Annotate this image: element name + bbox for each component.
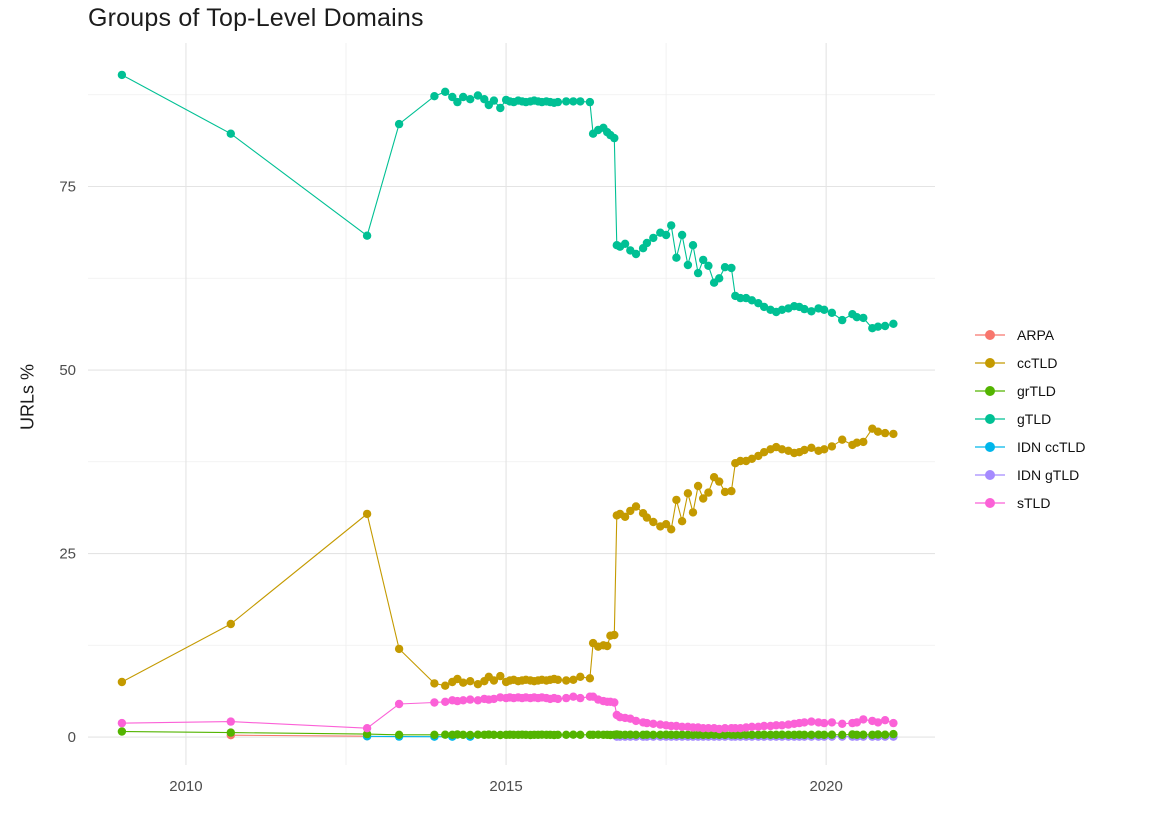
legend-label-idn-cctld: IDN ccTLD — [1017, 439, 1086, 455]
series-gtld — [117, 70, 898, 333]
series-gtld-points — [117, 70, 898, 333]
x-axis-tick-labels: 2010 2015 2020 — [169, 778, 843, 795]
series-cctld — [117, 424, 898, 690]
gridlines-minor — [88, 43, 935, 765]
series-stld-points — [117, 692, 898, 734]
legend-key-stld — [975, 498, 1005, 508]
y-tick-label: 25 — [59, 546, 76, 563]
y-axis-tick-labels: 0 25 50 75 — [59, 179, 76, 747]
series-gtld-line — [121, 74, 894, 329]
series-stld — [117, 692, 898, 734]
series-cctld-points — [117, 424, 898, 690]
y-tick-label: 75 — [59, 179, 76, 196]
legend-key-gtld — [975, 414, 1005, 424]
x-tick-label: 2010 — [169, 778, 202, 795]
legend-label-stld: sTLD — [1017, 495, 1051, 511]
legend-key-idn-cctld — [975, 442, 1005, 452]
legend-item-gtld: gTLD — [975, 405, 1085, 433]
legend-label-gtld: gTLD — [1017, 411, 1052, 427]
series-arpa-line — [230, 734, 368, 737]
legend-key-arpa — [975, 330, 1005, 340]
legend-key-cctld — [975, 358, 1005, 368]
x-tick-label: 2020 — [809, 778, 842, 795]
legend-key-grtld — [975, 386, 1005, 396]
legend-label-arpa: ARPA — [1017, 327, 1055, 343]
legend-item-stld: sTLD — [975, 489, 1085, 517]
legend-item-idn-cctld: IDN ccTLD — [975, 433, 1085, 461]
series-cctld-line — [121, 427, 894, 687]
legend-item-grtld: grTLD — [975, 377, 1085, 405]
series-grtld — [117, 727, 898, 740]
legend: ARPA ccTLD grTLD gTLD IDN ccTLD IDN gTLD sTLD — [975, 321, 1085, 517]
chart-title: Groups of Top-Level Domains — [88, 4, 424, 32]
legend-label-grtld: grTLD — [1017, 383, 1056, 399]
legend-item-arpa: ARPA — [975, 321, 1085, 349]
series-grtld-points — [117, 727, 898, 740]
gridlines-major — [88, 43, 935, 765]
legend-label-cctld: ccTLD — [1017, 355, 1058, 371]
legend-key-idn-gtld — [975, 470, 1005, 480]
legend-label-idn-gtld: IDN gTLD — [1017, 467, 1080, 483]
x-tick-label: 2015 — [489, 778, 522, 795]
legend-item-cctld: ccTLD — [975, 349, 1085, 377]
y-tick-label: 50 — [59, 362, 76, 379]
legend-item-idn-gtld: IDN gTLD — [975, 461, 1085, 489]
y-tick-label: 0 — [68, 729, 76, 746]
